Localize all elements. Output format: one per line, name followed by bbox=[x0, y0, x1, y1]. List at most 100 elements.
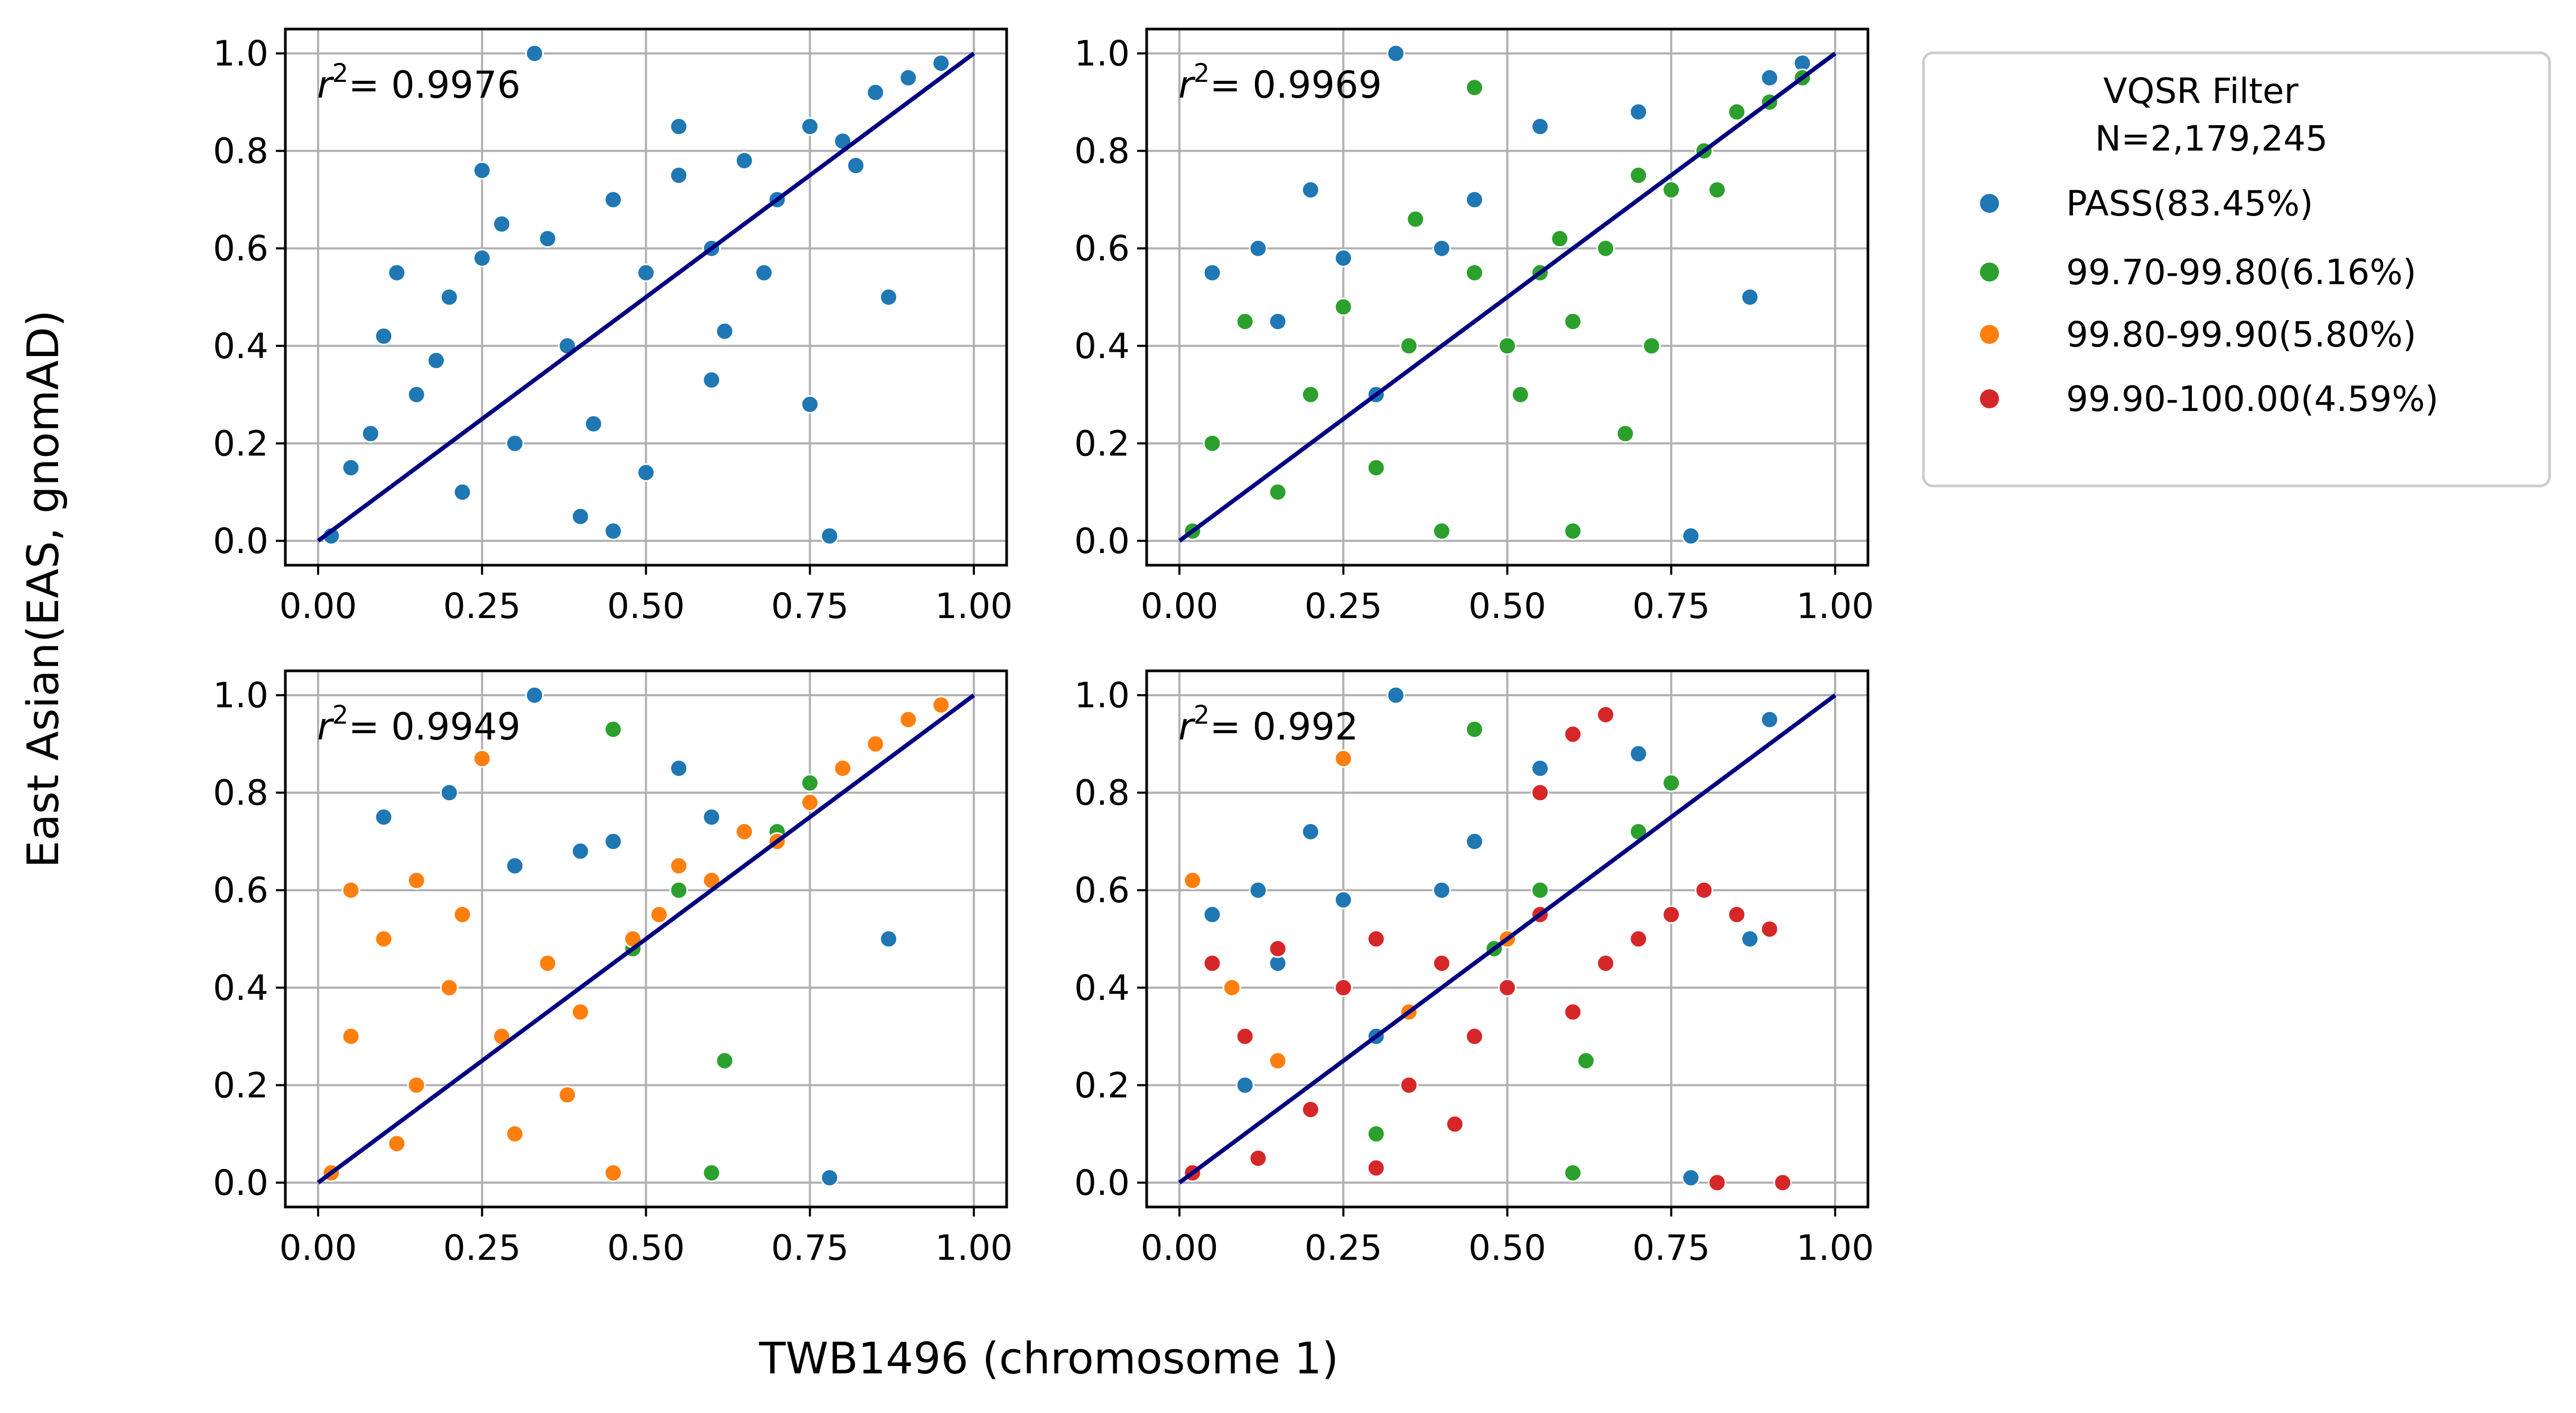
data-point bbox=[1387, 686, 1406, 705]
data-point bbox=[1301, 822, 1320, 841]
points bbox=[1183, 44, 1812, 546]
data-point bbox=[603, 190, 622, 209]
data-point bbox=[472, 249, 491, 268]
data-point bbox=[1531, 117, 1550, 136]
data-point bbox=[1741, 288, 1760, 306]
data-point bbox=[374, 930, 393, 948]
data-point bbox=[1366, 930, 1385, 948]
data-point bbox=[1662, 181, 1681, 199]
data-point bbox=[407, 871, 426, 890]
data-point bbox=[932, 696, 951, 715]
legend-marker-9990-10000 bbox=[1980, 389, 1999, 408]
data-point bbox=[1203, 434, 1222, 453]
x-tick-label: 1.00 bbox=[1796, 1228, 1874, 1268]
x-tick-label: 0.75 bbox=[1632, 1228, 1710, 1268]
data-point bbox=[571, 1003, 590, 1022]
data-point bbox=[1498, 978, 1517, 997]
data-point bbox=[669, 881, 689, 900]
legend-marker-pass bbox=[1980, 194, 1999, 213]
y-tick-label: 1.0 bbox=[213, 33, 268, 74]
data-point bbox=[669, 166, 689, 185]
data-point bbox=[1406, 210, 1425, 229]
data-point bbox=[866, 734, 885, 753]
r-squared-label: r2= 0.9969 bbox=[1178, 59, 1382, 107]
data-point bbox=[1760, 68, 1779, 87]
y-tick-label: 0.8 bbox=[213, 131, 268, 172]
data-point bbox=[899, 68, 918, 87]
x-tick-label: 0.25 bbox=[1305, 586, 1382, 626]
data-point bbox=[571, 841, 590, 860]
data-point bbox=[1235, 1075, 1254, 1094]
data-point bbox=[453, 483, 472, 502]
y-tick-label: 0.4 bbox=[1074, 968, 1130, 1008]
data-point bbox=[1235, 312, 1254, 331]
x-tick-label: 0.25 bbox=[443, 586, 521, 626]
y-tick-label: 0.2 bbox=[1074, 1065, 1130, 1106]
data-point bbox=[407, 385, 426, 404]
data-point bbox=[669, 856, 689, 875]
data-point bbox=[715, 322, 734, 341]
legend-item-pass: PASS(83.45%) bbox=[2066, 183, 2313, 224]
legend-marker-9970-9980 bbox=[1980, 263, 1999, 282]
data-point bbox=[374, 808, 393, 827]
data-point bbox=[1366, 1158, 1385, 1177]
data-point bbox=[1727, 102, 1746, 121]
data-point bbox=[669, 759, 689, 778]
x-tick-label: 0.25 bbox=[443, 1228, 521, 1268]
legend: VQSR Filter N=2,179,245 PASS(83.45%) 99.… bbox=[1922, 51, 2551, 488]
data-point bbox=[538, 229, 557, 248]
data-point bbox=[1760, 710, 1779, 729]
y-tick-label: 0.6 bbox=[213, 870, 268, 911]
data-point bbox=[1576, 1051, 1595, 1070]
x-tick-label: 0.00 bbox=[1141, 586, 1219, 626]
data-point bbox=[440, 978, 459, 997]
data-point bbox=[571, 507, 590, 526]
data-point bbox=[715, 1051, 734, 1070]
data-point bbox=[1550, 229, 1569, 248]
axes-frame bbox=[1145, 27, 1870, 567]
points bbox=[1183, 686, 1792, 1192]
data-point bbox=[801, 117, 820, 136]
legend-item-9970-9980: 99.70-99.80(6.16%) bbox=[2066, 252, 2416, 293]
data-point bbox=[407, 1075, 426, 1094]
subplot-1: 0.00 0.25 0.50 0.75 1.00 0.0 0.2 0.4 0.6 0.8 1.0 r2… bbox=[213, 27, 1012, 626]
data-point bbox=[1268, 939, 1287, 958]
data-point bbox=[1616, 424, 1635, 443]
x-tick-label: 0.75 bbox=[771, 1228, 849, 1268]
x-tick-label: 0.00 bbox=[280, 586, 357, 626]
legend-subtitle: N=2,179,245 bbox=[2095, 118, 2328, 159]
legend-item-9980-9990: 99.80-99.90(5.80%) bbox=[2066, 314, 2416, 355]
data-point bbox=[1301, 385, 1320, 404]
axes-frame bbox=[284, 669, 1008, 1209]
data-point bbox=[1465, 720, 1484, 739]
data-point bbox=[1596, 239, 1615, 258]
data-point bbox=[374, 326, 393, 345]
data-point bbox=[1387, 44, 1406, 63]
y-tick-label: 0.8 bbox=[1074, 773, 1130, 813]
data-point bbox=[1708, 1173, 1727, 1192]
data-point bbox=[1432, 954, 1451, 973]
data-point bbox=[1629, 166, 1648, 185]
data-point bbox=[1268, 1051, 1287, 1070]
data-point bbox=[341, 1027, 360, 1046]
data-point bbox=[1727, 905, 1746, 924]
data-point bbox=[1334, 297, 1353, 316]
x-tick-label: 0.50 bbox=[1468, 586, 1546, 626]
data-point bbox=[1334, 749, 1353, 768]
data-point bbox=[387, 263, 406, 282]
data-point bbox=[1203, 263, 1222, 282]
legend-item-9990-10000: 99.90-100.00(4.59%) bbox=[2066, 379, 2439, 419]
x-tick-label: 0.00 bbox=[1141, 1228, 1219, 1268]
fit-line bbox=[317, 693, 975, 1185]
data-point bbox=[1222, 978, 1241, 997]
data-point bbox=[1773, 1173, 1792, 1192]
data-point bbox=[1760, 920, 1779, 939]
data-point bbox=[603, 720, 622, 739]
data-point bbox=[1399, 1075, 1418, 1094]
y-axis-title: East Asian(EAS, gnomAD) bbox=[18, 310, 69, 868]
points bbox=[322, 686, 951, 1187]
data-point bbox=[801, 793, 820, 812]
data-point bbox=[755, 263, 774, 282]
data-point bbox=[492, 214, 511, 233]
data-point bbox=[1465, 78, 1484, 97]
